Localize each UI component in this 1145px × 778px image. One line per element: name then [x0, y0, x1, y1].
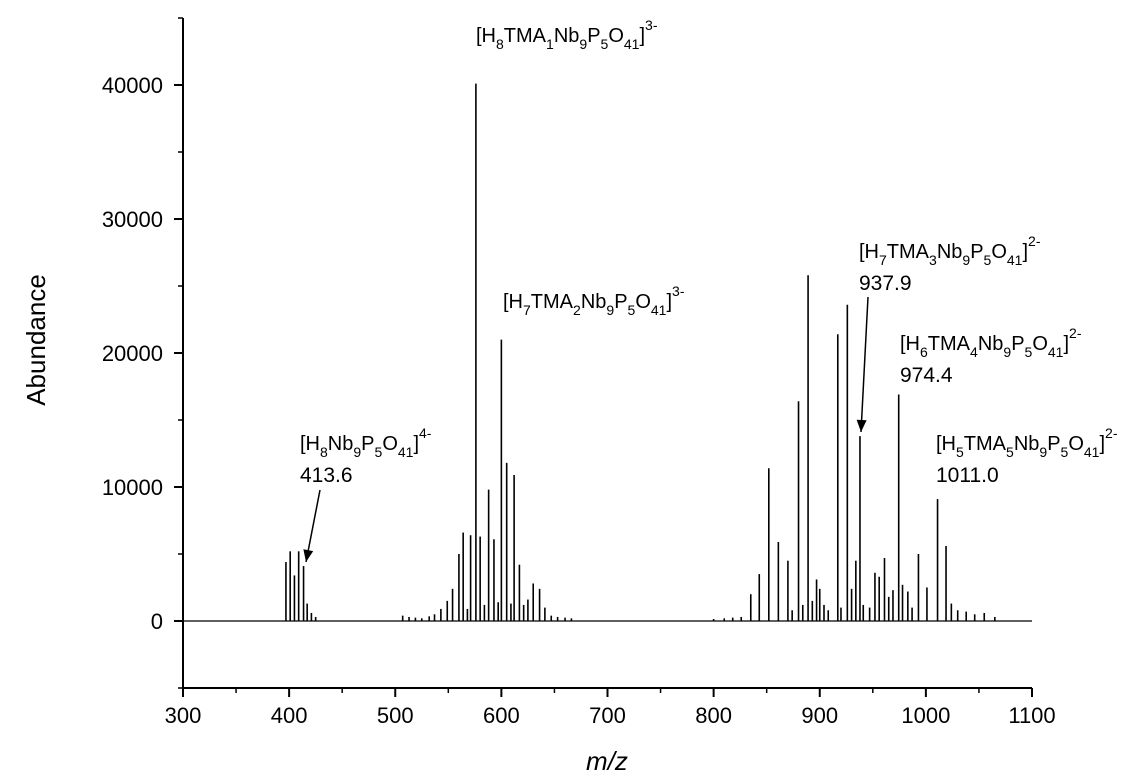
y-tick-label: 10000: [102, 475, 163, 500]
arrow-head: [303, 549, 314, 562]
ion-formula-label: [H7TMA2Nb9P5O41]3-: [503, 283, 685, 318]
pointer-arrow: [305, 489, 321, 563]
ion-formula-label: [H5TMA5Nb9P5O41]2-: [936, 425, 1118, 460]
ion-formula-label: [H8TMA1Nb9P5O41]3-: [476, 17, 658, 52]
x-tick-label: 900: [801, 703, 838, 728]
x-tick-label: 1100: [1008, 703, 1055, 728]
x-tick-label: 400: [271, 703, 308, 728]
y-tick-label: 20000: [102, 341, 163, 366]
peak-mz-value: 413.6: [300, 464, 353, 487]
x-tick-label: 800: [695, 703, 732, 728]
y-tick-label: 40000: [102, 73, 163, 98]
ion-formula-label: [H7TMA3Nb9P5O41]2-: [859, 233, 1041, 268]
pointer-arrow: [860, 296, 869, 433]
x-tick-label: 1000: [901, 703, 950, 728]
peak-mz-value: 937.9: [859, 272, 912, 295]
x-axis-label: m/z: [586, 746, 628, 776]
peak-mz-value: 974.4: [900, 364, 953, 387]
x-tick-label: 500: [377, 703, 414, 728]
y-tick-label: 0: [151, 609, 163, 634]
peak-mz-value: 1011.0: [936, 464, 999, 487]
y-axis-label: Abundance: [21, 274, 51, 406]
x-tick-label: 700: [589, 703, 626, 728]
peak-annotations: [H8TMA1Nb9P5O41]3- [H7TMA2Nb9P5O41]3- [H8N…: [300, 17, 1118, 563]
ion-formula-label: [H8Nb9P5O41]4-: [300, 425, 432, 460]
arrow-head: [856, 419, 867, 432]
x-tick-label: 300: [165, 703, 202, 728]
ion-formula-label: [H6TMA4Nb9P5O41]2-: [900, 325, 1082, 360]
y-tick-label: 30000: [102, 207, 163, 232]
axes: 300 400 500 600 700 800 900 1000 1100 0 10000 20000…: [102, 17, 1056, 728]
x-tick-label: 600: [483, 703, 520, 728]
spectrum-trace: [183, 83, 1032, 622]
